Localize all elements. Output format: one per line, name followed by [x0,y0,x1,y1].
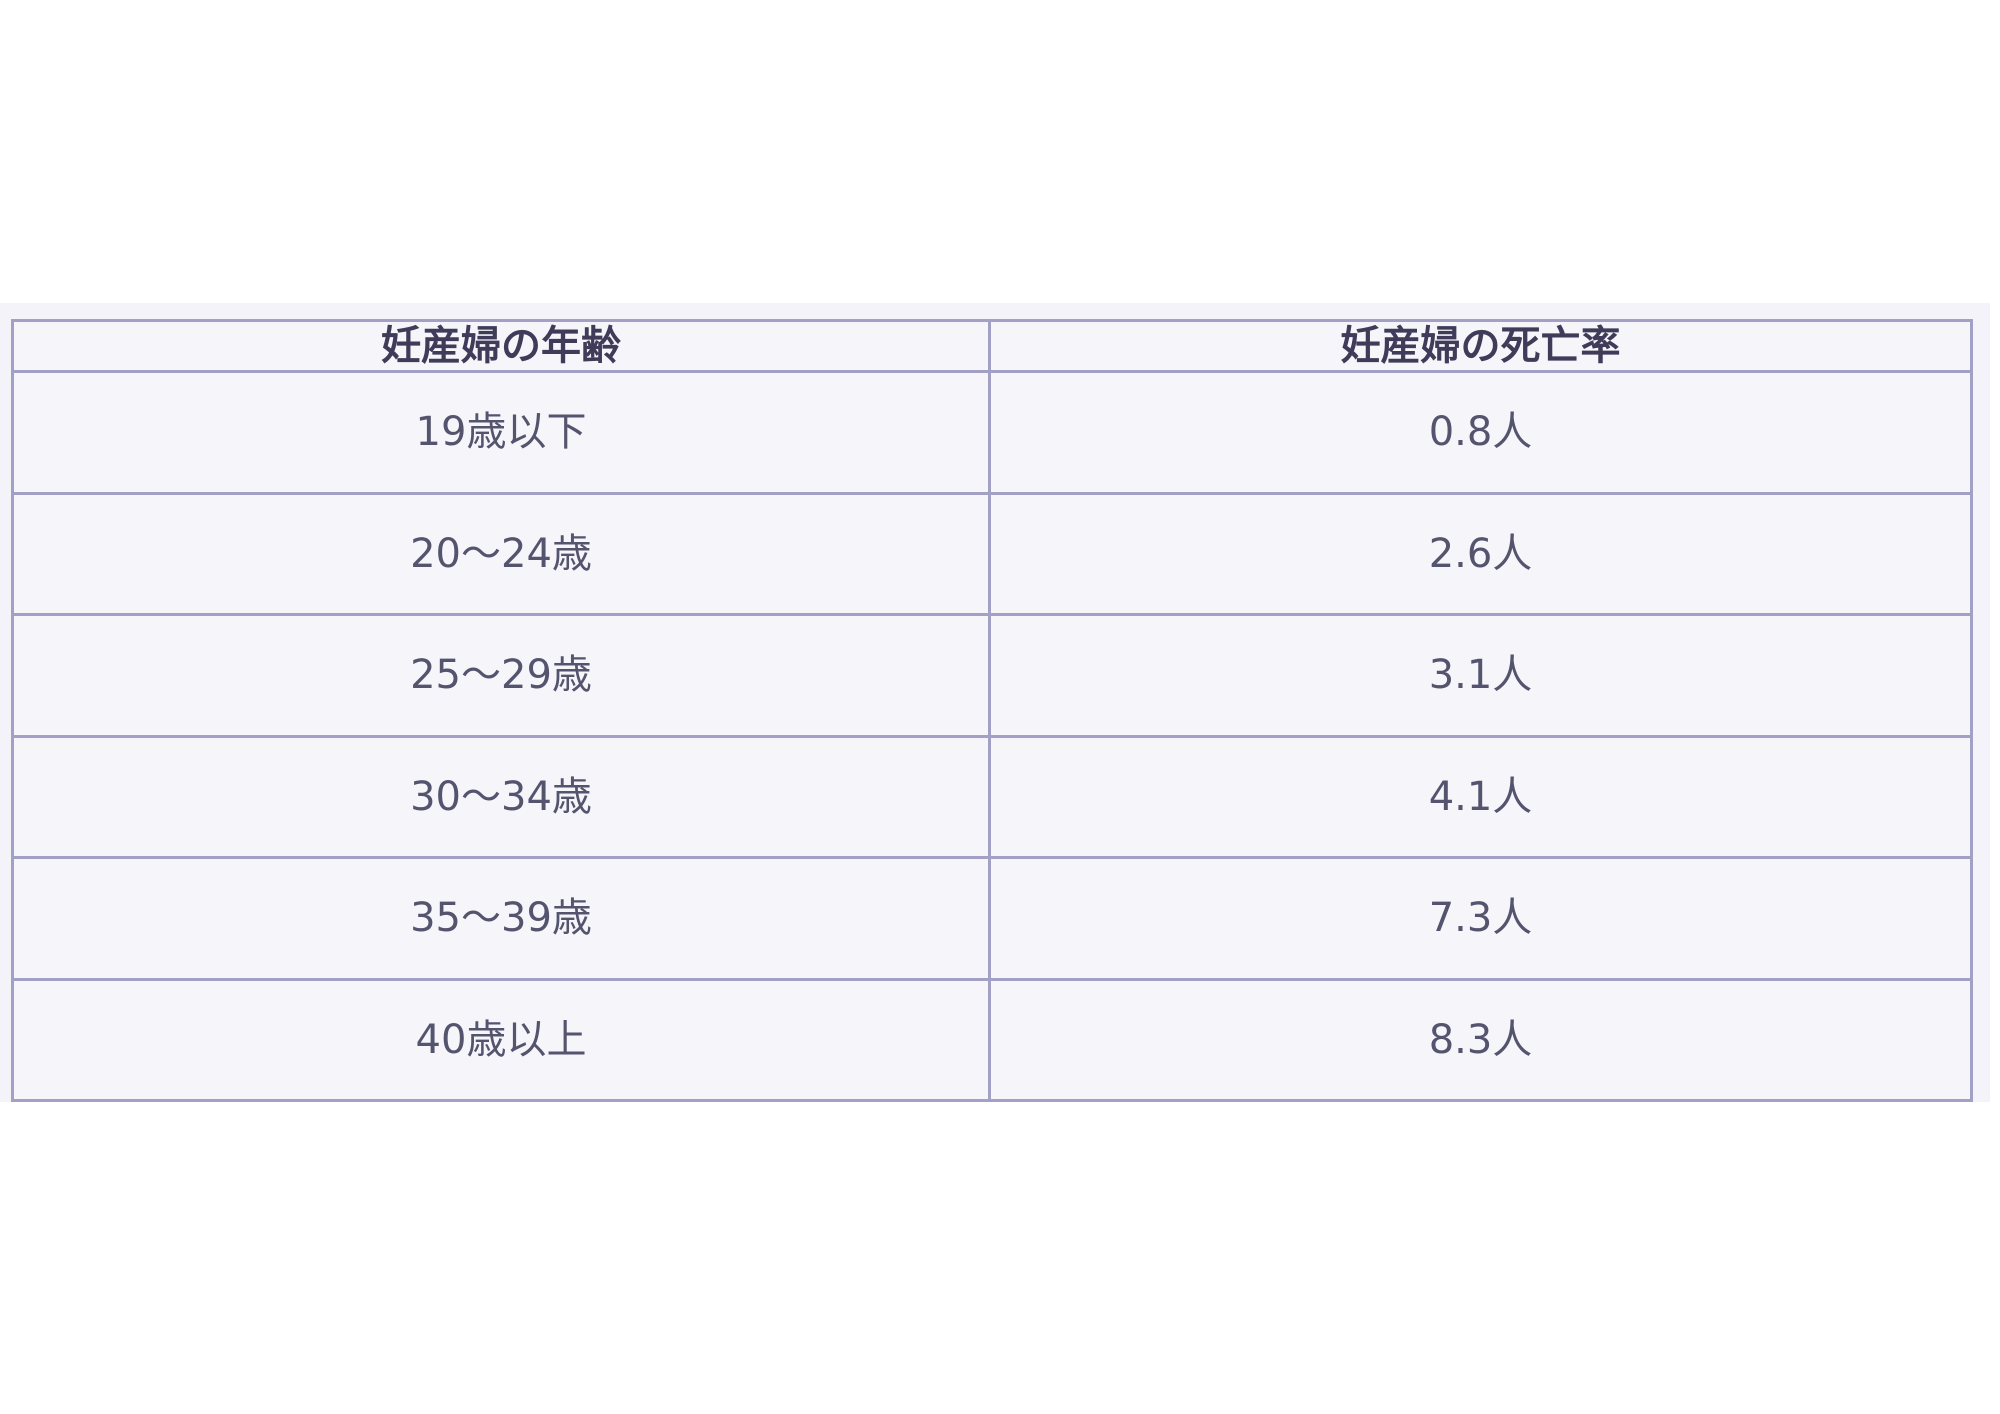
header-cell-age: 妊産婦の年齢 [11,319,991,373]
table-row: 40歳以上 8.3人 [11,977,1973,1102]
age-cell: 40歳以上 [11,977,991,1102]
maternal-mortality-table: 妊産婦の年齢 妊産婦の死亡率 19歳以下 0.8人 20〜24歳 2.6人 25… [11,319,1973,1102]
rate-cell: 3.1人 [988,613,1973,738]
table-row: 30〜34歳 4.1人 [11,734,1973,859]
age-cell: 30〜34歳 [11,734,991,859]
rate-cell: 7.3人 [988,856,1973,981]
rate-cell: 8.3人 [988,977,1973,1102]
header-row: 妊産婦の年齢 妊産婦の死亡率 [11,319,1973,373]
rate-cell: 4.1人 [988,734,1973,859]
header-cell-rate: 妊産婦の死亡率 [988,319,1973,373]
table-row: 35〜39歳 7.3人 [11,856,1973,981]
age-cell: 19歳以下 [11,370,991,495]
table-row: 19歳以下 0.8人 [11,370,1973,495]
rate-cell: 2.6人 [988,491,1973,616]
age-cell: 25〜29歳 [11,613,991,738]
table-row: 25〜29歳 3.1人 [11,613,1973,738]
age-cell: 20〜24歳 [11,491,991,616]
table-row: 20〜24歳 2.6人 [11,491,1973,616]
age-cell: 35〜39歳 [11,856,991,981]
table-container: 妊産婦の年齢 妊産婦の死亡率 19歳以下 0.8人 20〜24歳 2.6人 25… [0,303,1990,1102]
rate-cell: 0.8人 [988,370,1973,495]
